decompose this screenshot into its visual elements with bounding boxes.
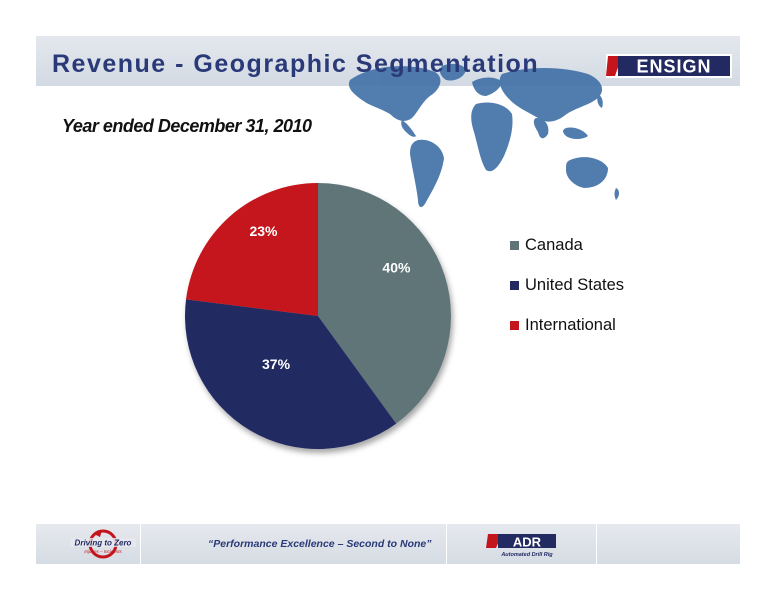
footer-divider (596, 524, 597, 564)
pie-label-united-states: 37% (262, 356, 291, 372)
footer-band (36, 524, 740, 564)
legend-swatch-international (510, 320, 519, 330)
legend-label-international: International (525, 315, 616, 334)
legend-item-international: International (510, 305, 624, 345)
legend-item-united-states: United States (510, 265, 624, 305)
legend-label-united-states: United States (525, 275, 625, 294)
chart-subtitle: Year ended December 31, 2010 (62, 116, 312, 136)
legend-swatch-canada (510, 240, 519, 250)
page-title: Revenue - Geographic Segmentation (52, 50, 540, 78)
adr-logo-subtext: Automated Drill Rig (500, 552, 553, 558)
driving-to-zero-text: Driving to Zero (75, 539, 132, 548)
legend-swatch-united-states (510, 280, 519, 290)
footer-tagline: “Performance Excellence – Second to None… (208, 538, 432, 550)
footer-divider (446, 524, 447, 564)
chart-legend: Canada United States International (510, 225, 624, 345)
adr-logo-text: ADR (513, 535, 542, 550)
pie-label-canada: 40% (382, 260, 411, 276)
pie-label-international: 23% (249, 223, 278, 239)
footer-divider (140, 524, 141, 564)
revenue-pie-chart: 40% 37% 23% (185, 183, 451, 450)
pie-slice-international (186, 183, 318, 316)
injuries-incidents-text: Injuries – Incidents (84, 549, 122, 554)
pie-slice-united-states (185, 299, 397, 450)
driving-to-zero-logo: Driving to Zero Injuries – Incidents (70, 529, 136, 559)
legend-item-canada: Canada (510, 225, 624, 265)
world-map-graphic (348, 63, 619, 208)
pie-slice-canada (318, 183, 451, 424)
ensign-logo-text: ENSIGN (636, 57, 711, 77)
ensign-logo: ENSIGN (606, 54, 732, 78)
adr-logo: ADR Automated Drill Rig (486, 534, 556, 558)
legend-label-canada: Canada (525, 235, 583, 254)
